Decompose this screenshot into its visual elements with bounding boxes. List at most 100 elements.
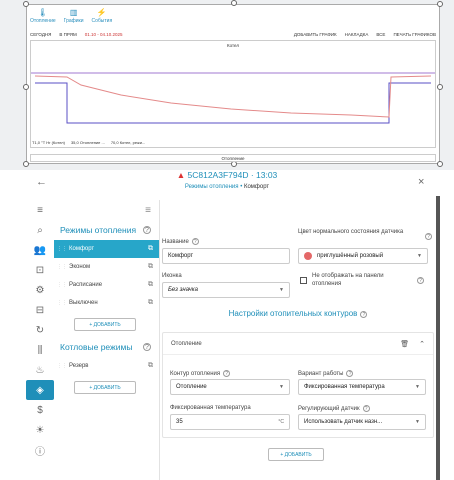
copy-icon[interactable]: ⧉ (148, 245, 153, 252)
label-text: Название (162, 239, 189, 245)
section-title: Режимы отопления (60, 225, 137, 235)
sun-icon[interactable]: ☀ (35, 424, 45, 436)
help-icon[interactable]: ? (143, 226, 151, 234)
select-value: приглушённый розовый (317, 253, 384, 259)
delete-icon[interactable]: 🗑 (400, 340, 410, 348)
color-label: Цвет нормального состояния датчика (298, 228, 428, 236)
dropdown-arrow-icon: ▼ (415, 384, 420, 390)
chevron-up-icon[interactable]: ⌃ (419, 340, 425, 348)
color-swatch (304, 252, 312, 260)
list-menu-icon[interactable]: ≡ (145, 204, 151, 216)
help-icon[interactable]: ? (417, 277, 424, 284)
select-value: Фиксированная температура (304, 384, 385, 390)
radiator-icon[interactable]: ⫼ (37, 344, 43, 356)
help-icon[interactable]: ? (223, 370, 231, 377)
info-icon[interactable]: ⓘ (35, 446, 45, 458)
help-icon[interactable]: ? (143, 343, 151, 351)
mode-item-economy[interactable]: ⋮⋮ Эконом ⧉ (54, 258, 159, 276)
resize-handle[interactable] (23, 161, 29, 167)
resize-handle[interactable] (437, 1, 443, 7)
graphs-preview: 🌡 Отопление ▥ Графики ⚡ События СЕГОДНЯ В П… (0, 0, 454, 170)
device-icon[interactable]: ⊟ (35, 304, 45, 316)
fixed-temp-input[interactable]: 35 °C (170, 414, 290, 430)
resize-handle[interactable] (231, 0, 237, 6)
dropdown-arrow-icon: ▼ (415, 419, 420, 425)
add-graph-button[interactable]: ДОБАВИТЬ ГРАФИК (293, 32, 337, 37)
help-icon[interactable]: ? (191, 238, 199, 245)
drag-handle-icon[interactable]: ⋮⋮ (57, 300, 67, 306)
history-icon[interactable]: ↻ (35, 324, 45, 336)
unit-label: °C (278, 419, 284, 425)
copy-icon[interactable]: ⧉ (148, 281, 153, 288)
hide-checkbox[interactable] (300, 277, 307, 284)
name-input[interactable]: Комфорт (162, 248, 290, 264)
contour-card: Отопление 🗑 ⌃ (162, 332, 434, 438)
warning-icon: ▲ (176, 170, 188, 180)
scrollbar[interactable] (436, 196, 440, 480)
contour-select[interactable]: Отопление ▼ (170, 379, 290, 395)
heating-modes-icon[interactable]: ◈ (26, 380, 54, 400)
back-arrow-icon[interactable]: ← (36, 176, 47, 188)
toolbar-heating[interactable]: 🌡 Отопление (30, 8, 56, 30)
date-range[interactable]: 01.10 - 04.10.2025 (84, 32, 123, 37)
resize-handle[interactable] (23, 84, 29, 90)
contour-card-header[interactable]: Отопление 🗑 ⌃ (163, 333, 433, 355)
drag-handle-icon[interactable]: ⋮⋮ (57, 264, 67, 270)
toolbar-graphs[interactable]: ▥ Графики (64, 8, 84, 30)
copy-icon[interactable]: ⧉ (148, 299, 153, 306)
drag-handle-icon[interactable]: ⋮⋮ (57, 363, 67, 369)
money-icon[interactable]: $ (37, 404, 43, 416)
mode-item-off[interactable]: ⋮⋮ Выключен ⧉ (54, 294, 159, 312)
series-line-red (34, 75, 432, 118)
dropdown-arrow-icon: ▼ (279, 287, 284, 293)
work-mode-select[interactable]: Фиксированная температура ▼ (298, 379, 426, 395)
breadcrumb-section[interactable]: Режимы отопления (184, 184, 239, 190)
sensor-select[interactable]: Использовать датчик назн... ▼ (298, 414, 426, 430)
users-icon[interactable]: 👥 (33, 244, 47, 256)
settings-icon[interactable]: ⚙ (35, 284, 45, 296)
close-icon[interactable]: × (418, 176, 425, 188)
device-id: 5C812A3F794D · 13:03 (187, 170, 278, 180)
overlay-button[interactable]: НАКЛАДКА (344, 32, 369, 37)
resize-handle[interactable] (437, 161, 443, 167)
add-boiler-mode-button[interactable]: + ДОБАВИТЬ (74, 381, 136, 394)
toolbar-label: Графики (63, 18, 84, 24)
notification-icon[interactable]: ⊡ (35, 264, 45, 276)
add-heating-mode-button[interactable]: + ДОБАВИТЬ (74, 318, 136, 331)
help-icon[interactable]: ? (362, 405, 370, 412)
mode-item-comfort[interactable]: ⋮⋮ Комфорт ⧉ (54, 240, 159, 258)
drag-handle-icon[interactable]: ⋮⋮ (57, 282, 67, 288)
preview-frame (26, 4, 440, 164)
print-graphs-button[interactable]: ПЕЧАТЬ ГРАФИКОВ (393, 32, 436, 37)
mode-label: Эконом (69, 264, 91, 270)
color-select[interactable]: приглушённый розовый ▼ (298, 248, 428, 264)
legend-item: 35,0 Отопление ... (70, 140, 105, 145)
search-icon[interactable]: ⌕ (37, 224, 43, 236)
drag-handle-icon[interactable]: ⋮⋮ (57, 246, 67, 252)
all-button[interactable]: ВСЕ (376, 32, 386, 37)
fixed-temp-label: Фиксированная температура (170, 405, 251, 411)
contour-label: Контур отопления? (170, 370, 231, 377)
hide-label: Не отображать на панели отопления (312, 273, 384, 287)
add-contour-button[interactable]: + ДОБАВИТЬ (268, 448, 324, 461)
resize-handle[interactable] (437, 84, 443, 90)
icon-select[interactable]: Без значка ▼ (162, 282, 290, 298)
mode-item-schedule[interactable]: ⋮⋮ Расписание ⧉ (54, 276, 159, 294)
mode-item-reserve[interactable]: ⋮⋮ Резерв ⧉ (54, 357, 159, 375)
menu-icon[interactable]: ≡ (37, 204, 43, 216)
resize-handle[interactable] (23, 1, 29, 7)
range-tab[interactable]: В ПРЯМ (59, 32, 77, 37)
help-icon[interactable]: ? (425, 233, 432, 240)
copy-icon[interactable]: ⧉ (148, 263, 153, 270)
help-icon[interactable]: ? (360, 311, 368, 318)
copy-icon[interactable]: ⧉ (148, 362, 153, 369)
thermostat-icon[interactable]: ♨ (35, 364, 45, 376)
help-icon[interactable]: ? (346, 370, 354, 377)
range-tab[interactable]: СЕГОДНЯ (30, 32, 52, 37)
toolbar-events[interactable]: ⚡ События (92, 8, 113, 30)
dropdown-arrow-icon: ▼ (417, 253, 422, 259)
contours-heading: Настройки отопительных контуров? (162, 309, 434, 318)
mode-label: Расписание (69, 282, 103, 288)
section-title: Котловые режимы (60, 342, 133, 352)
thermometer-icon: 🌡 (37, 8, 48, 17)
